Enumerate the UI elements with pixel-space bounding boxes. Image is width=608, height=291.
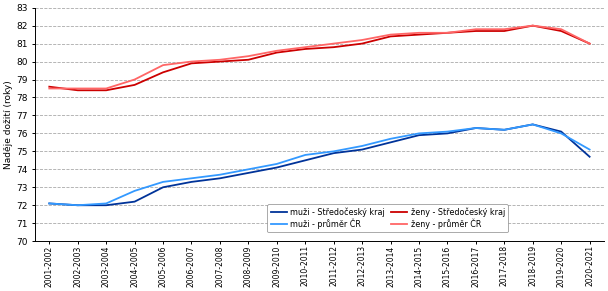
ženy - průměr ČR [74, 87, 81, 90]
ženy - Středočeský kraj [387, 35, 394, 38]
ženy - Středočeský kraj [159, 71, 167, 74]
muži - průměr ČR [558, 132, 565, 135]
ženy - Středočeský kraj [558, 29, 565, 33]
muži - průměr ČR [46, 202, 53, 205]
ženy - Středočeský kraj [359, 42, 366, 45]
ženy - průměr ČR [472, 27, 480, 31]
ženy - průměr ČR [415, 31, 423, 35]
muži - Středočeský kraj [415, 134, 423, 137]
muži - Středočeský kraj [188, 180, 195, 184]
ženy - průměr ČR [159, 63, 167, 67]
ženy - průměr ČR [359, 38, 366, 42]
ženy - Středočeský kraj [472, 29, 480, 33]
muži - průměr ČR [103, 202, 110, 205]
ženy - Středočeský kraj [500, 29, 508, 33]
ženy - Středočeský kraj [529, 24, 536, 27]
muži - průměr ČR [415, 132, 423, 135]
muži - Středočeský kraj [273, 166, 280, 169]
ženy - Středočeský kraj [415, 33, 423, 36]
muži - průměr ČR [244, 168, 252, 171]
Line: muži - Středočeský kraj: muži - Středočeský kraj [49, 125, 590, 205]
ženy - průměr ČR [131, 78, 138, 81]
ženy - Středočeský kraj [330, 45, 337, 49]
ženy - Středočeský kraj [131, 83, 138, 87]
Line: ženy - průměr ČR: ženy - průměr ČR [49, 26, 590, 88]
ženy - průměr ČR [330, 42, 337, 45]
muži - Středočeský kraj [586, 155, 593, 159]
muži - Středočeský kraj [500, 128, 508, 132]
ženy - průměr ČR [103, 87, 110, 90]
muži - průměr ČR [330, 150, 337, 153]
muži - průměr ČR [159, 180, 167, 184]
muži - Středočeský kraj [159, 186, 167, 189]
muži - Středočeský kraj [46, 202, 53, 205]
ženy - Středočeský kraj [103, 88, 110, 92]
muži - Středočeský kraj [558, 130, 565, 133]
ženy - průměr ČR [302, 45, 309, 49]
ženy - Středočeský kraj [273, 51, 280, 54]
muži - průměr ČR [302, 153, 309, 157]
ženy - Středočeský kraj [188, 62, 195, 65]
muži - průměr ČR [74, 203, 81, 207]
muži - průměr ČR [216, 173, 224, 176]
muži - průměr ČR [586, 148, 593, 151]
ženy - průměr ČR [444, 31, 451, 35]
muži - Středočeský kraj [359, 148, 366, 151]
Line: ženy - Středočeský kraj: ženy - Středočeský kraj [49, 26, 590, 90]
muži - Středočeský kraj [131, 200, 138, 203]
ženy - Středočeský kraj [586, 42, 593, 45]
ženy - průměr ČR [500, 27, 508, 31]
muži - průměr ČR [472, 126, 480, 130]
ženy - průměr ČR [586, 42, 593, 45]
muži - Středočeský kraj [387, 141, 394, 144]
muži - průměr ČR [359, 144, 366, 148]
muži - průměr ČR [500, 128, 508, 132]
ženy - průměr ČR [244, 54, 252, 58]
muži - Středočeský kraj [330, 151, 337, 155]
Y-axis label: Naděje dožití (roky): Naděje dožití (roky) [4, 80, 13, 169]
muži - Středočeský kraj [244, 171, 252, 175]
muži - Středočeský kraj [472, 126, 480, 130]
muži - průměr ČR [131, 189, 138, 193]
muži - Středočeský kraj [302, 159, 309, 162]
muži - průměr ČR [188, 177, 195, 180]
muži - průměr ČR [273, 162, 280, 166]
muži - Středočeský kraj [529, 123, 536, 126]
ženy - průměr ČR [216, 58, 224, 61]
ženy - Středočeský kraj [74, 88, 81, 92]
muži - Středočeský kraj [444, 132, 451, 135]
muži - průměr ČR [444, 130, 451, 133]
ženy - průměr ČR [558, 27, 565, 31]
ženy - Středočeský kraj [444, 31, 451, 35]
Legend: muži - Středočeský kraj, muži - průměr ČR, ženy - Středočeský kraj, ženy - průmě: muži - Středočeský kraj, muži - průměr Č… [268, 204, 508, 233]
ženy - Středočeský kraj [244, 58, 252, 61]
muži - průměr ČR [387, 137, 394, 141]
ženy - Středočeský kraj [46, 85, 53, 88]
muži - průměr ČR [529, 123, 536, 126]
ženy - průměr ČR [46, 87, 53, 90]
ženy - Středočeský kraj [302, 47, 309, 51]
ženy - průměr ČR [273, 49, 280, 52]
muži - Středočeský kraj [216, 177, 224, 180]
muži - Středočeský kraj [103, 203, 110, 207]
ženy - průměr ČR [387, 33, 394, 36]
ženy - průměr ČR [188, 60, 195, 63]
ženy - Středočeský kraj [216, 60, 224, 63]
ženy - průměr ČR [529, 24, 536, 27]
muži - Středočeský kraj [74, 203, 81, 207]
Line: muži - průměr ČR: muži - průměr ČR [49, 125, 590, 205]
